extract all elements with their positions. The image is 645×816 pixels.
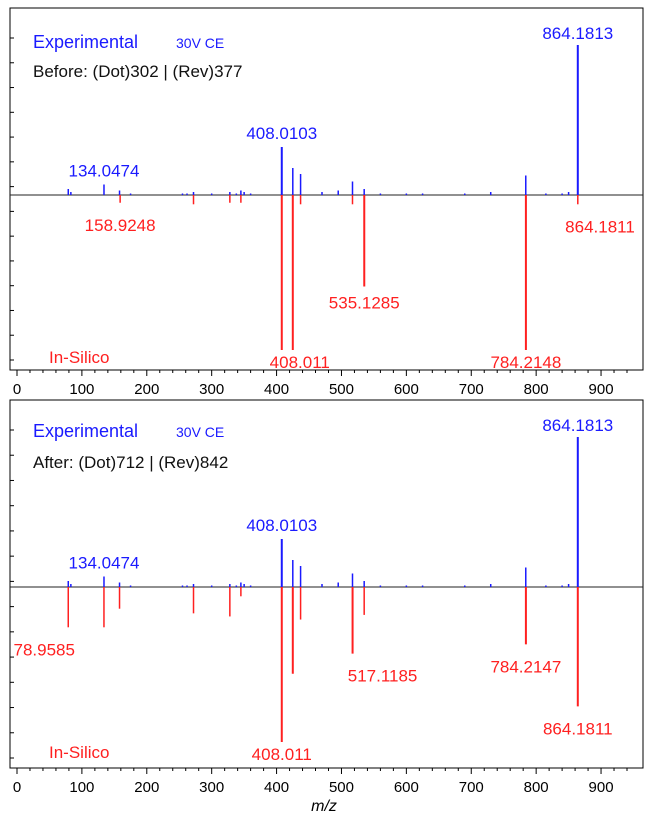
peak-label: 517.1185 — [348, 667, 418, 686]
x-tick-label: 900 — [589, 381, 614, 398]
x-tick-label: 600 — [394, 381, 419, 398]
peak-label: 408.011 — [252, 745, 312, 764]
x-tick-label: 100 — [69, 381, 94, 398]
x-tick-label: 400 — [264, 779, 289, 796]
x-tick-label: 300 — [199, 381, 224, 398]
match-score-info: Before: (Dot)302 | (Rev)377 — [33, 62, 242, 81]
x-tick-label: 500 — [329, 381, 354, 398]
x-tick-label: 300 — [199, 779, 224, 796]
peak-label: 78.9585 — [14, 640, 75, 659]
x-tick-label: 0 — [13, 381, 21, 398]
peak-label: 408.011 — [270, 353, 330, 372]
x-tick-label: 100 — [69, 779, 94, 796]
x-tick-label: 800 — [524, 779, 549, 796]
peak-label: 408.0103 — [246, 124, 317, 143]
x-tick-label: 400 — [264, 381, 289, 398]
x-tick-label: 200 — [134, 779, 159, 796]
experimental-title: Experimental — [33, 32, 138, 52]
peak-label: 784.2148 — [490, 353, 561, 372]
peak-label: 864.1813 — [542, 416, 613, 435]
peak-label: 864.1813 — [542, 24, 613, 43]
x-tick-label: 500 — [329, 779, 354, 796]
x-tick-label: 200 — [134, 381, 159, 398]
panel-after: 864.1813 408.0103 134.0474 78.9585 517.1185 7… — [9, 399, 644, 796]
insilico-label: In-Silico — [49, 348, 109, 367]
match-score-info: After: (Dot)712 | (Rev)842 — [33, 453, 228, 472]
x-tick-label: 700 — [459, 381, 484, 398]
plot-frame — [9, 399, 644, 769]
experimental-title: Experimental — [33, 421, 138, 441]
peak-label: 408.0103 — [246, 516, 317, 535]
peak-label: 134.0474 — [69, 554, 140, 573]
x-tick-label: 700 — [459, 779, 484, 796]
x-tick-label: 900 — [589, 779, 614, 796]
x-axis-label: m/z — [311, 798, 337, 815]
peak-label: 864.1811 — [565, 217, 635, 236]
peak-label: 535.1285 — [329, 293, 400, 312]
peak-label: 158.9248 — [85, 216, 156, 235]
peak-label: 864.1811 — [543, 719, 613, 738]
peak-label: 134.0474 — [69, 162, 140, 181]
collision-energy-label: 30V CE — [176, 35, 224, 51]
collision-energy-label: 30V CE — [176, 424, 224, 440]
x-tick-label: 0 — [13, 779, 21, 796]
plot-frame — [9, 7, 644, 371]
peak-label: 784.2147 — [490, 657, 561, 676]
insilico-label: In-Silico — [49, 743, 109, 762]
x-tick-label: 800 — [524, 381, 549, 398]
panel-before: 864.1813 408.0103 134.0474 158.9248 864.1811… — [9, 7, 644, 398]
x-tick-label: 600 — [394, 779, 419, 796]
